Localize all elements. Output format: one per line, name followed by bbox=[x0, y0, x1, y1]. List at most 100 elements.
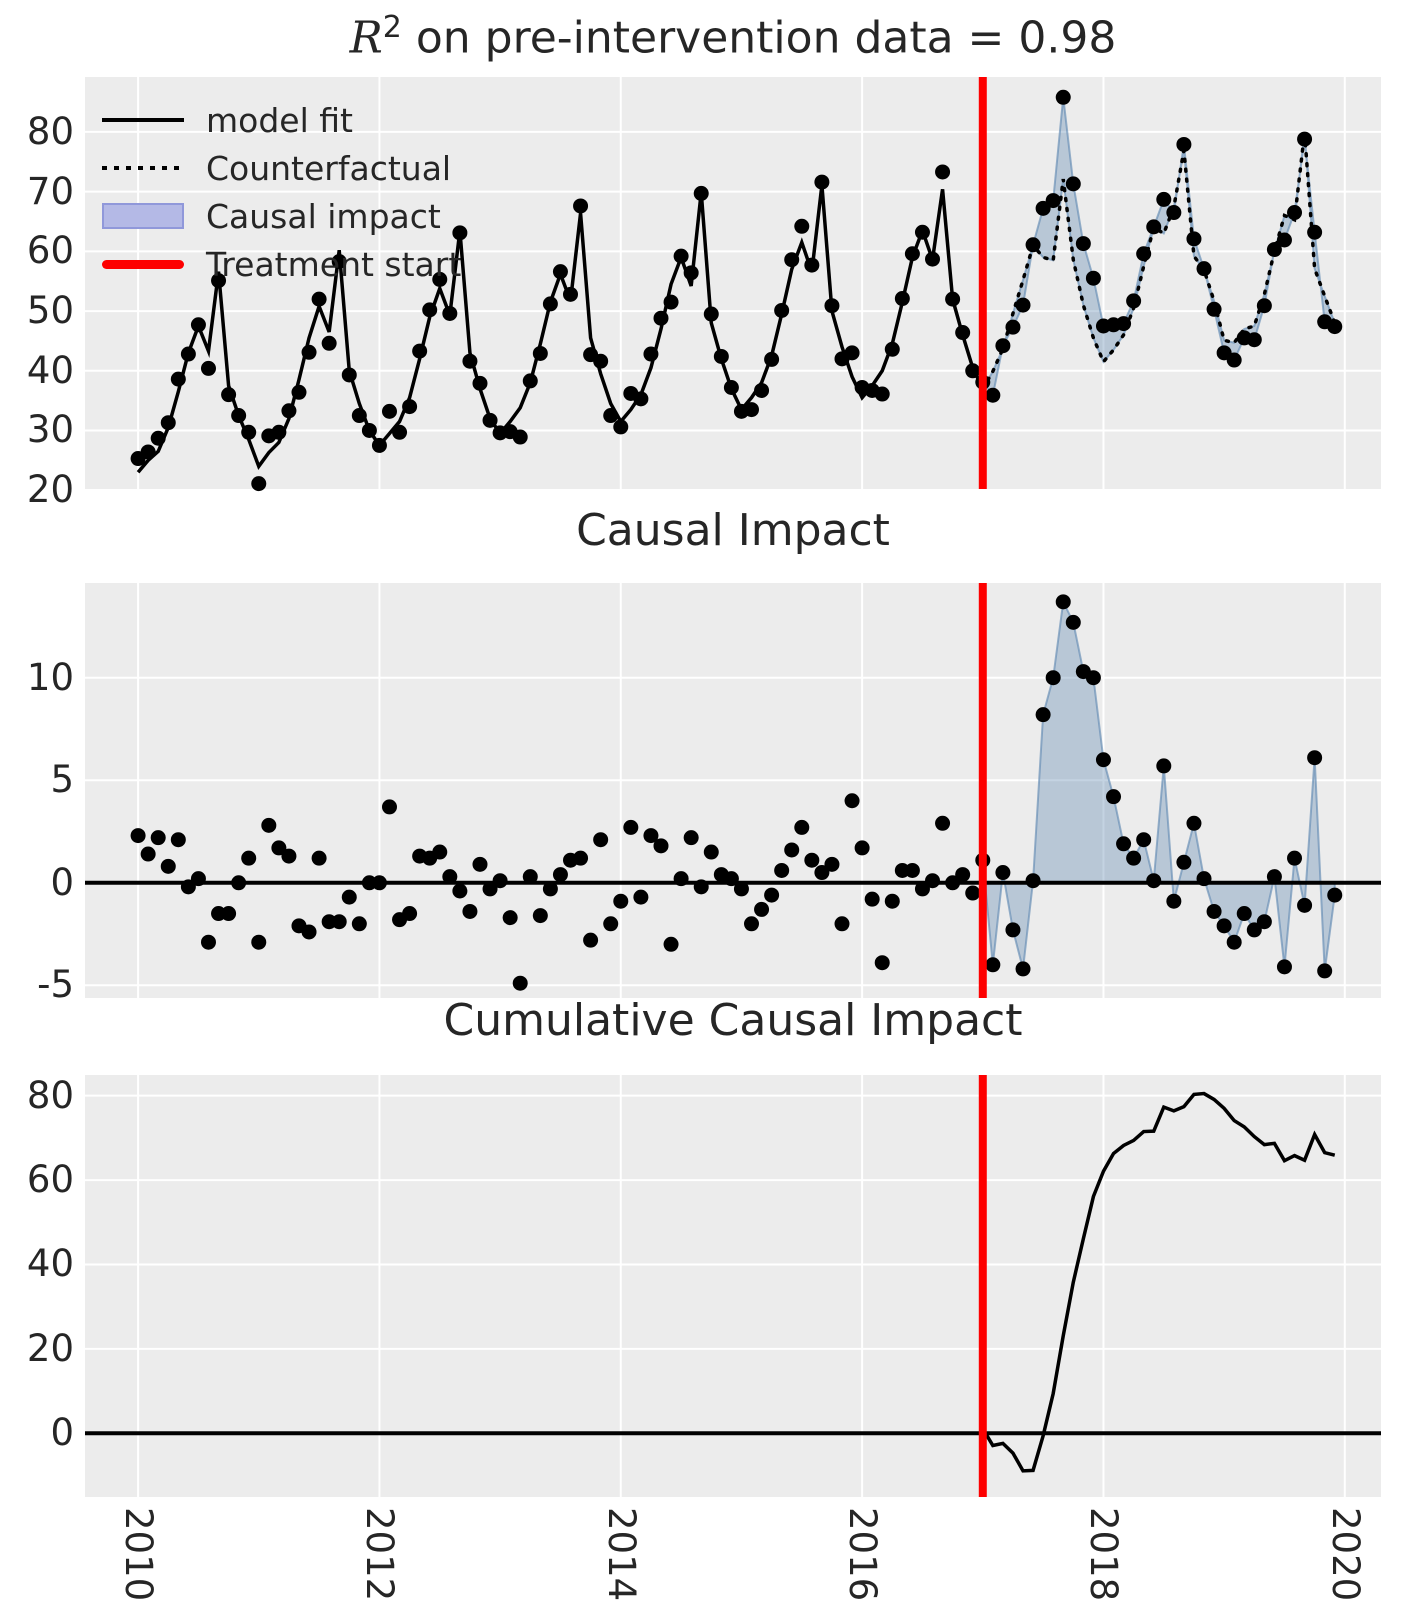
observed-point bbox=[985, 387, 1001, 403]
y-tick-label: 30 bbox=[26, 408, 74, 452]
observed-point bbox=[231, 408, 247, 424]
impact-point bbox=[381, 799, 397, 815]
impact-point bbox=[130, 828, 146, 844]
impact-point bbox=[1317, 963, 1333, 979]
y-tick-label: 20 bbox=[26, 1326, 74, 1370]
impact-point bbox=[231, 875, 247, 891]
observed-point bbox=[392, 424, 408, 440]
observed-point bbox=[1055, 89, 1071, 105]
observed-point bbox=[713, 348, 729, 364]
y-tick-label: 20 bbox=[26, 468, 74, 512]
impact-point bbox=[462, 903, 478, 919]
impact-point bbox=[160, 858, 176, 874]
title-r-symbol: R bbox=[349, 12, 383, 64]
observed-point bbox=[603, 408, 619, 424]
observed-point bbox=[422, 302, 438, 318]
observed-point bbox=[1065, 176, 1081, 192]
observed-point bbox=[522, 373, 538, 389]
impact-point bbox=[683, 830, 699, 846]
observed-point bbox=[874, 386, 890, 402]
y-tick-label: 80 bbox=[26, 1073, 74, 1117]
observed-point bbox=[331, 254, 347, 270]
impact-point bbox=[1085, 670, 1101, 686]
observed-point bbox=[221, 387, 237, 403]
observed-point bbox=[1297, 131, 1313, 147]
y-tick-label: 60 bbox=[26, 229, 74, 273]
impact-point bbox=[955, 867, 971, 883]
y-tick-label: 10 bbox=[26, 655, 74, 699]
legend-item-counterfactual: Counterfactual bbox=[102, 144, 461, 192]
impact-point bbox=[995, 865, 1011, 881]
causal-impact-patch-swatch bbox=[102, 203, 184, 229]
cumulative-impact-line bbox=[981, 1091, 1336, 1473]
impact-point bbox=[1287, 850, 1303, 866]
impact-point bbox=[945, 875, 961, 891]
observed-point bbox=[723, 379, 739, 395]
observed-point bbox=[764, 351, 780, 367]
panel-bottom bbox=[85, 1075, 1381, 1497]
observed-point bbox=[452, 225, 468, 241]
impact-point bbox=[251, 934, 267, 950]
impact-point bbox=[180, 879, 196, 895]
observed-point bbox=[794, 218, 810, 234]
observed-point bbox=[884, 341, 900, 357]
impact-point bbox=[1146, 873, 1162, 889]
observed-point bbox=[894, 291, 910, 307]
top-chart-title: R2 on pre-intervention data = 0.98 bbox=[350, 10, 1117, 64]
impact-point bbox=[351, 916, 367, 932]
impact-point bbox=[733, 881, 749, 897]
observed-point bbox=[1045, 193, 1061, 209]
observed-point bbox=[703, 306, 719, 322]
impact-point bbox=[854, 840, 870, 856]
observed-point bbox=[643, 346, 659, 362]
observed-point bbox=[211, 273, 227, 289]
impact-point bbox=[1035, 707, 1051, 723]
observed-point bbox=[1246, 332, 1262, 348]
impact-point bbox=[1166, 893, 1182, 909]
impact-point bbox=[834, 916, 850, 932]
impact-point bbox=[653, 838, 669, 854]
impact-point bbox=[281, 848, 297, 864]
y-tick-label: 50 bbox=[26, 289, 74, 333]
impact-point bbox=[150, 830, 166, 846]
observed-point bbox=[1266, 242, 1282, 258]
legend-item-model-fit: model fit bbox=[102, 96, 461, 144]
title-r-exponent: 2 bbox=[382, 10, 402, 45]
observed-point bbox=[1166, 205, 1182, 221]
y-tick-label: 70 bbox=[26, 169, 74, 213]
observed-point bbox=[271, 424, 287, 440]
observed-point bbox=[693, 185, 709, 201]
y-tick-label: 40 bbox=[26, 348, 74, 392]
impact-point bbox=[1307, 750, 1323, 766]
observed-point bbox=[361, 422, 377, 438]
observed-point bbox=[351, 408, 367, 424]
title-top-text: on pre-intervention data = 0.98 bbox=[401, 12, 1117, 64]
impact-point bbox=[1196, 871, 1212, 887]
observed-point bbox=[1206, 301, 1222, 317]
observed-point bbox=[1287, 205, 1303, 221]
observed-point bbox=[653, 310, 669, 326]
legend-label: Causal impact bbox=[206, 196, 441, 236]
impact-point bbox=[573, 850, 589, 866]
impact-point bbox=[1095, 752, 1111, 768]
impact-point bbox=[1025, 873, 1041, 889]
impact-point bbox=[190, 871, 206, 887]
observed-point bbox=[462, 353, 478, 369]
legend: model fit Counterfactual Causal impact T… bbox=[102, 96, 461, 288]
impact-point bbox=[723, 871, 739, 887]
impact-point bbox=[200, 934, 216, 950]
y-tick-label: -5 bbox=[37, 963, 74, 1007]
observed-point bbox=[1307, 224, 1323, 240]
observed-point bbox=[562, 286, 578, 302]
impact-point bbox=[1005, 922, 1021, 938]
impact-point bbox=[482, 881, 498, 897]
impact-point bbox=[925, 873, 941, 889]
impact-point bbox=[1256, 914, 1272, 930]
observed-point bbox=[935, 164, 951, 180]
impact-point bbox=[935, 815, 951, 831]
impact-point bbox=[371, 875, 387, 891]
impact-point bbox=[814, 865, 830, 881]
observed-point bbox=[613, 419, 629, 435]
x-tick-label: 2014 bbox=[599, 1507, 643, 1602]
